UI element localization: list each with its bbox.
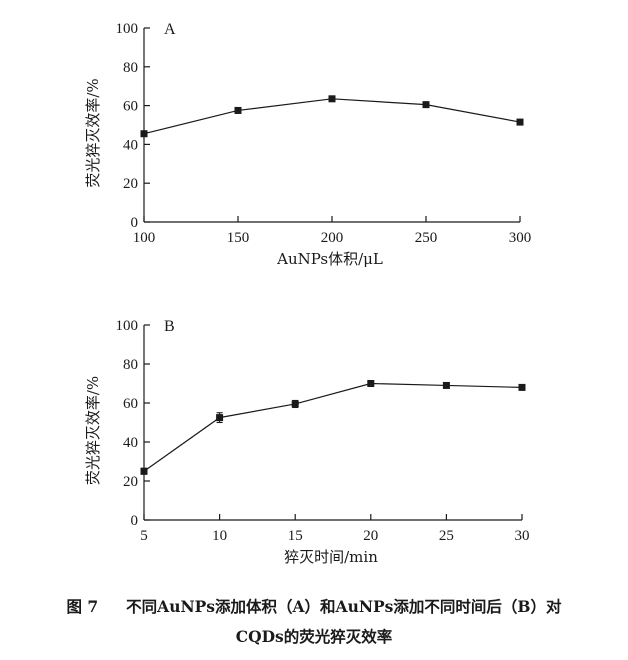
x-tick-label: 5 [140,528,148,544]
x-tick-label: 20 [363,528,378,544]
data-point [140,130,148,138]
x-tick-label: 250 [415,230,438,246]
x-tick-label: 300 [509,230,532,246]
data-point [328,95,336,103]
x-axis-title: AuNPs体积/μL [276,250,383,268]
y-tick-label: 100 [116,21,139,37]
figure-caption: 图 7 不同AuNPs添加体积（A）和AuNPs添加不同时间后（B）对 CQDs的… [0,592,628,652]
data-point [518,383,526,391]
data-point [367,380,375,387]
series-line [143,382,523,472]
y-tick-label: 0 [131,215,139,231]
figure-number: 图 7 [66,597,99,616]
data-point [442,381,450,389]
y-tick-label: 20 [123,474,138,490]
data-point [291,400,299,408]
x-tick-label: 15 [288,528,303,544]
series-line [143,98,521,135]
caption-line-1: 图 7 不同AuNPs添加体积（A）和AuNPs添加不同时间后（B）对 [0,592,628,622]
y-tick-label: 40 [123,435,138,451]
y-axis-title: 荧光猝灭效率/% [84,376,102,485]
data-point [216,414,224,422]
data-point [516,118,524,126]
caption-line-2: CQDs的荧光猝灭效率 [235,627,393,646]
x-tick-label: 200 [321,230,344,246]
data-point [234,106,242,114]
data-point [422,101,430,109]
y-tick-label: 60 [123,396,138,412]
x-tick-label: 100 [133,230,156,246]
panel-label: A [164,21,176,38]
y-tick-label: 0 [131,513,139,529]
chart-panel-b: 0 20 40 60 80 100 5 10 15 20 25 30 B 猝灭时间/min 荧光猝灭效率/% [84,318,530,566]
data-point [140,467,148,475]
y-tick-label: 60 [123,99,138,115]
y-tick-label: 100 [116,318,139,334]
panel-label: B [164,318,175,335]
caption-text-1: 不同AuNPs添加体积（A）和AuNPs添加不同时间后（B）对 [126,597,562,616]
y-tick-label: 80 [123,60,138,76]
y-axis-title: 荧光猝灭效率/% [84,78,102,187]
x-tick-label: 150 [227,230,250,246]
x-tick-label: 25 [439,528,454,544]
x-tick-label: 10 [212,528,227,544]
x-tick-label: 30 [515,528,530,544]
y-tick-label: 20 [123,176,138,192]
y-tick-label: 80 [123,357,138,373]
y-tick-label: 40 [123,137,138,153]
chart-panel-a: 0 20 40 60 80 100 100 150 200 250 300 A AuNPs体积/μL 荧光… [84,21,531,268]
x-axis-title: 猝灭时间/min [284,548,378,566]
